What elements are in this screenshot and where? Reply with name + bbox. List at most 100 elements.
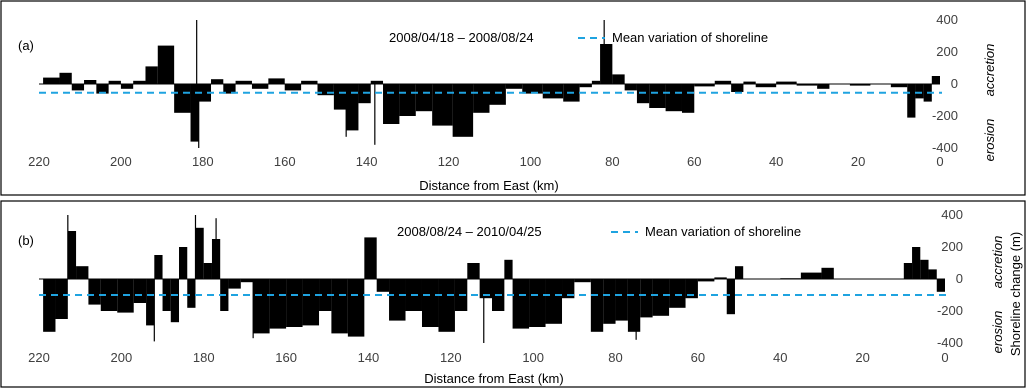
bar xyxy=(649,84,666,108)
x-tick-label: 140 xyxy=(358,350,380,365)
bar xyxy=(84,80,97,84)
bar xyxy=(821,267,834,279)
panel-a-accretion-label: accretion xyxy=(982,44,997,97)
bar xyxy=(43,77,60,84)
bar xyxy=(849,84,871,86)
bar xyxy=(665,84,682,112)
panel-a: (a) 2008/04/18 – 2008/08/24 Mean variati… xyxy=(0,0,1026,196)
bar xyxy=(817,84,830,89)
bar xyxy=(268,78,285,84)
bar xyxy=(591,80,601,84)
panel-b-y-ticks: 400 200 0 -200 -400 xyxy=(937,207,963,350)
bar xyxy=(915,84,924,99)
panel-b-frame xyxy=(0,200,1026,388)
bar xyxy=(253,279,270,334)
bar xyxy=(76,266,89,279)
bar xyxy=(251,84,269,89)
x-tick-label: 220 xyxy=(28,350,50,365)
bar xyxy=(59,72,72,84)
x-tick-label: 80 xyxy=(608,350,622,365)
bar xyxy=(71,84,85,91)
bar xyxy=(624,84,637,91)
panel-a-frame xyxy=(0,0,1026,196)
bar xyxy=(187,279,196,308)
bar xyxy=(333,84,347,110)
bar xyxy=(931,76,940,84)
x-tick-label: 180 xyxy=(192,154,214,169)
bar xyxy=(562,279,575,299)
bar xyxy=(640,279,653,318)
bar xyxy=(505,84,523,89)
bar xyxy=(574,279,591,283)
bar xyxy=(389,279,406,321)
x-tick-label: 60 xyxy=(691,350,705,365)
bar xyxy=(162,279,171,311)
x-tick-label: 40 xyxy=(773,350,787,365)
bar xyxy=(529,279,546,327)
panel-a-label: (a) xyxy=(18,38,34,53)
bar xyxy=(452,84,474,137)
panel-a-erosion-label: erosion xyxy=(982,119,997,162)
bar xyxy=(88,279,101,305)
bar xyxy=(432,84,453,126)
bar xyxy=(652,279,670,316)
bar xyxy=(669,279,686,308)
panel-b-label: (b) xyxy=(18,233,34,248)
bar xyxy=(55,279,68,319)
bar xyxy=(269,279,287,329)
panel-b-accretion-label: accretion xyxy=(990,236,1005,289)
x-tick-label: 0 xyxy=(941,350,948,365)
bar xyxy=(174,84,191,113)
y-tick-label: 0 xyxy=(956,271,963,286)
panel-b-legend-text: Mean variation of shoreline xyxy=(645,224,801,239)
y-tick-label: -200 xyxy=(937,303,963,318)
bar xyxy=(211,79,224,84)
bar xyxy=(133,80,146,84)
panel-a-x-label: Distance from East (km) xyxy=(419,178,558,193)
bar xyxy=(120,84,134,89)
bar xyxy=(364,237,377,279)
bar xyxy=(685,279,698,299)
panel-b-bars xyxy=(43,215,945,343)
y-tick-label: 400 xyxy=(941,207,963,222)
bar xyxy=(319,279,332,311)
bar xyxy=(467,263,480,279)
bar xyxy=(370,80,384,84)
x-tick-label: 180 xyxy=(193,350,215,365)
bar xyxy=(43,279,56,332)
bar xyxy=(376,279,390,292)
bar xyxy=(907,84,916,118)
y-tick-label: 200 xyxy=(941,239,963,254)
bar xyxy=(228,279,241,289)
bar xyxy=(198,84,212,102)
x-tick-label: 0 xyxy=(936,154,943,169)
bar xyxy=(170,279,180,323)
bar xyxy=(734,266,744,279)
bar xyxy=(67,231,77,279)
bar xyxy=(590,279,604,332)
x-tick-label: 200 xyxy=(110,154,132,169)
bar xyxy=(154,255,163,279)
bar xyxy=(936,279,945,292)
bar xyxy=(726,279,735,315)
bar xyxy=(928,269,937,279)
bar xyxy=(579,84,592,88)
bar xyxy=(912,247,921,279)
bar xyxy=(421,279,439,327)
bar xyxy=(347,279,365,337)
bar xyxy=(890,84,908,88)
bar xyxy=(612,74,625,84)
x-tick-label: 160 xyxy=(274,154,296,169)
bar xyxy=(600,44,613,84)
bar xyxy=(100,279,118,311)
bar xyxy=(133,279,147,303)
bar xyxy=(240,279,254,283)
bar xyxy=(489,84,506,105)
x-tick-label: 100 xyxy=(522,350,544,365)
bar xyxy=(681,84,695,113)
bar xyxy=(755,84,777,88)
x-tick-label: 200 xyxy=(111,350,133,365)
bar xyxy=(383,84,400,124)
bar xyxy=(317,84,334,96)
